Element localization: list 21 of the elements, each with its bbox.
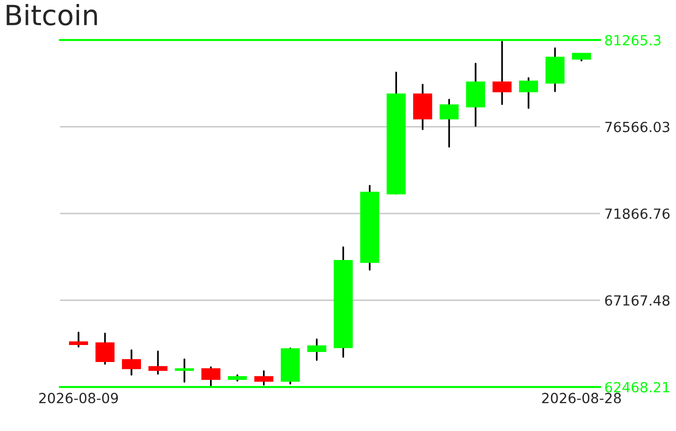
x-tick-label: 2026-08-28 [542,392,621,404]
candlestick [69,332,88,348]
y-tick-label: 71866.76 [605,208,670,219]
candlestick [307,338,326,361]
candlestick [440,98,459,148]
candlestick [492,40,512,105]
candlestick [413,84,432,130]
candlestick [174,358,194,383]
candlestick [122,349,141,376]
x-tick-label: 2026-08-09 [39,392,118,404]
candlestick [95,332,115,365]
candlestick [519,77,538,109]
y-tick-label: 67167.48 [605,295,670,306]
y-tick-label: 76566.03 [605,122,670,132]
candlestick [254,370,274,386]
y-tick-label: 81265.3 [605,34,660,46]
candlestick [148,350,168,375]
y-tick-label: 62468.21 [605,382,670,392]
candlestick [201,366,220,387]
candlestick [466,62,486,127]
chart-title: Bitcoin [6,4,97,26]
